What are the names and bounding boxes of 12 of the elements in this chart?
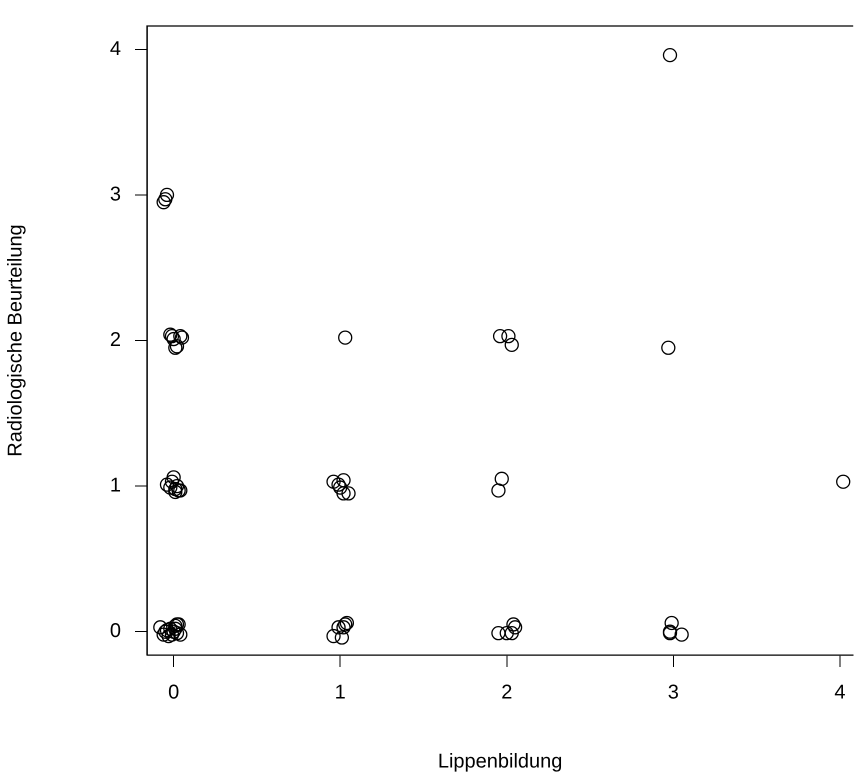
x-tick-label: 0 <box>168 682 180 704</box>
x-axis-title: Lippenbildung <box>438 750 562 773</box>
y-tick-label: 1 <box>110 474 121 497</box>
y-axis-title: Radiologische Beurteilung <box>4 224 27 457</box>
y-tick-label: 4 <box>110 38 121 60</box>
y-tick-label: 0 <box>110 620 121 642</box>
y-tick-label: 3 <box>110 183 121 206</box>
y-tick-label: 2 <box>110 329 121 352</box>
x-tick-label: 2 <box>501 682 512 704</box>
x-tick-label: 1 <box>334 682 346 704</box>
x-tick-label: 4 <box>834 682 846 704</box>
x-tick-label: 3 <box>668 682 679 704</box>
